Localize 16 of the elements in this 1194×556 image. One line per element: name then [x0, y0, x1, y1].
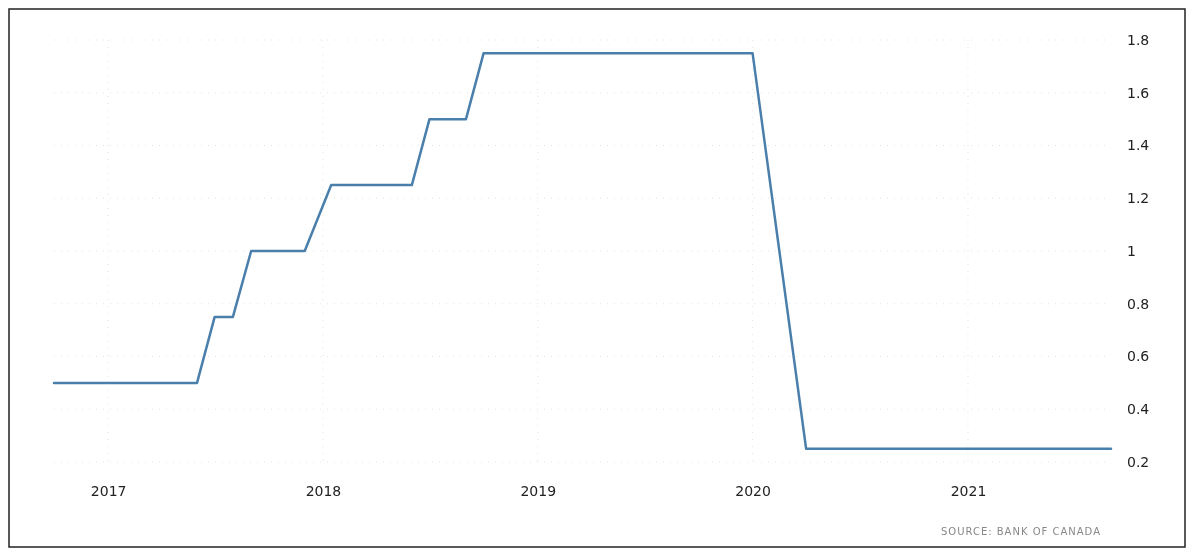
y-tick-label: 1 — [1127, 242, 1136, 259]
y-tick-label: 0.4 — [1127, 401, 1150, 418]
y-tick-label: 1.6 — [1127, 84, 1150, 101]
x-tick-label: 2018 — [305, 482, 342, 499]
source-note: SOURCE: BANK OF CANADA — [940, 526, 1101, 537]
y-tick-label: 1.2 — [1127, 190, 1150, 207]
y-tick-label: 1.4 — [1127, 137, 1150, 154]
x-tick-label: 2020 — [735, 482, 771, 499]
y-tick-label: 0.6 — [1127, 348, 1150, 365]
y-tick-label: 0.2 — [1127, 453, 1150, 470]
x-tick-label: 2021 — [950, 482, 987, 499]
x-tick-label: 2019 — [520, 482, 557, 499]
y-tick-label: 0.8 — [1127, 295, 1150, 312]
x-tick-label: 2017 — [90, 482, 127, 499]
y-tick-label: 1.8 — [1127, 31, 1150, 48]
line-series — [52, 51, 1113, 451]
